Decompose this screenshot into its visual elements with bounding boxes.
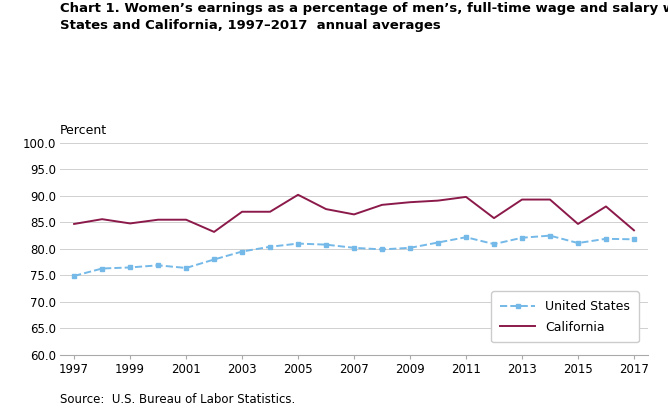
United States <box>630 237 638 242</box>
California <box>182 217 190 222</box>
Text: Chart 1. Women’s earnings as a percentage of men’s, full-time wage and salary wo: Chart 1. Women’s earnings as a percentag… <box>60 2 668 31</box>
California <box>630 228 638 233</box>
California <box>266 209 274 214</box>
Legend: United States, California: United States, California <box>492 291 639 342</box>
Line: United States: United States <box>72 234 636 278</box>
United States <box>126 265 134 270</box>
United States <box>266 244 274 249</box>
United States <box>518 235 526 240</box>
California <box>602 204 610 209</box>
California <box>462 195 470 200</box>
United States <box>322 242 330 247</box>
California <box>294 192 302 197</box>
United States <box>574 241 582 246</box>
California <box>350 212 358 217</box>
California <box>98 217 106 222</box>
United States <box>406 245 414 250</box>
United States <box>490 242 498 246</box>
Text: Source:  U.S. Bureau of Labor Statistics.: Source: U.S. Bureau of Labor Statistics. <box>60 393 295 406</box>
United States <box>546 233 554 238</box>
United States <box>378 247 386 252</box>
United States <box>98 266 106 271</box>
California <box>210 229 218 234</box>
United States <box>154 263 162 268</box>
United States <box>294 241 302 246</box>
United States <box>350 245 358 250</box>
California <box>574 222 582 226</box>
United States <box>462 235 470 239</box>
Text: Percent: Percent <box>60 124 108 137</box>
United States <box>70 273 78 278</box>
California <box>154 217 162 222</box>
California <box>322 206 330 211</box>
California <box>238 209 246 214</box>
California <box>378 202 386 207</box>
Line: California: California <box>74 195 634 232</box>
California <box>126 221 134 226</box>
United States <box>602 236 610 241</box>
California <box>490 216 498 221</box>
United States <box>238 249 246 254</box>
United States <box>182 266 190 271</box>
California <box>406 200 414 205</box>
United States <box>434 240 442 245</box>
California <box>546 197 554 202</box>
California <box>434 198 442 203</box>
California <box>518 197 526 202</box>
United States <box>210 257 218 262</box>
California <box>70 222 78 226</box>
